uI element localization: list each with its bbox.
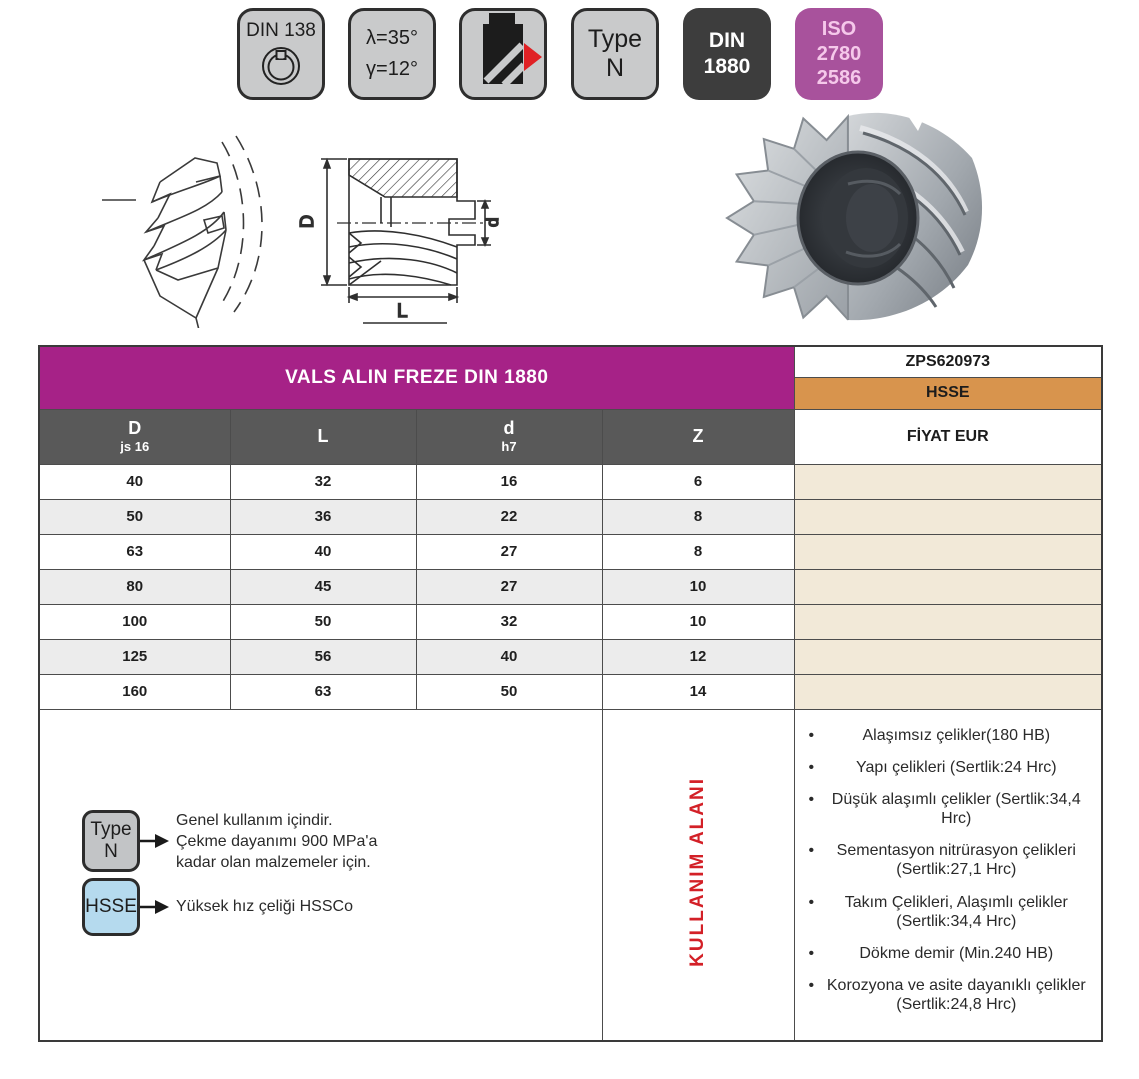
din-number-label: 1880	[703, 55, 751, 78]
cell-Z: 8	[601, 498, 795, 535]
bore-keyway-icon	[262, 47, 300, 85]
cell-D: 63	[38, 533, 231, 570]
table-row: 80 45 27 10	[38, 568, 1103, 605]
usage-area-label: KULLANIM ALANI	[687, 777, 709, 968]
cell-d: 50	[415, 673, 603, 710]
column-header-d: d h7	[415, 408, 603, 465]
column-header-D: D js 16	[38, 408, 231, 465]
table-row: 100 50 32 10	[38, 603, 1103, 640]
cell-L: 36	[229, 498, 417, 535]
cell-L: 63	[229, 673, 417, 710]
column-header-Z: Z	[601, 408, 795, 465]
type-label: Type	[587, 25, 643, 53]
iso-label: ISO	[821, 18, 857, 41]
cell-L: 56	[229, 638, 417, 675]
rake-angle-label: γ=12°	[366, 58, 418, 80]
type-n-badge: Type N	[82, 810, 140, 873]
legend-cell: Type N Genel kullanım içindir. Çekme day…	[38, 708, 603, 1042]
cell-D: 160	[38, 673, 231, 710]
dim-label-D: D	[297, 215, 317, 228]
list-item: Sementasyon nitrürasyon çelikleri (Sertl…	[809, 841, 1090, 879]
arrow-right-icon	[140, 899, 169, 914]
list-item: Alaşımsız çelikler(180 HB)	[809, 726, 1090, 745]
badge-din138-label: DIN 138	[246, 20, 316, 41]
badge-angles: λ=35° γ=12°	[348, 8, 436, 100]
list-item: Dökme demir (Min.240 HB)	[809, 944, 1090, 963]
applications-list: Alaşımsız çelikler(180 HB) Yapı çelikler…	[795, 710, 1102, 1015]
list-item: Korozyona ve asite dayanıklı çelikler (S…	[809, 976, 1090, 1014]
cell-d: 32	[415, 603, 603, 640]
badge-din138: DIN 138	[237, 8, 325, 100]
price-cell	[793, 673, 1103, 710]
table-row: 125 56 40 12	[38, 638, 1103, 675]
product-table: VALS ALIN FREZE DIN 1880 ZPS620973 HSSE …	[38, 345, 1104, 1042]
price-cell	[793, 638, 1103, 675]
cell-Z: 6	[601, 463, 795, 500]
dim-label-d: d	[483, 218, 502, 227]
cell-d: 16	[415, 463, 603, 500]
cell-L: 50	[229, 603, 417, 640]
table-row: 40 32 16 6	[38, 463, 1103, 500]
cell-D: 50	[38, 498, 231, 535]
list-item: Düşük alaşımlı çelikler (Sertlik:34,4 Hr…	[809, 790, 1090, 828]
cell-Z: 10	[601, 568, 795, 605]
cutter-sketch-drawing	[102, 135, 263, 328]
hsse-badge: HSSE	[82, 877, 140, 936]
product-code: ZPS620973	[793, 345, 1103, 378]
price-column-header: FİYAT EUR	[793, 408, 1103, 465]
milling-operation-icon	[483, 13, 542, 88]
price-cell	[793, 498, 1103, 535]
table-row: 160 63 50 14	[38, 673, 1103, 710]
table-row: 63 40 27 8	[38, 533, 1103, 570]
table-row: 50 36 22 8	[38, 498, 1103, 535]
list-item: Yapı çelikleri (Sertlik:24 Hrc)	[809, 758, 1090, 777]
cell-Z: 10	[601, 603, 795, 640]
cell-d: 27	[415, 533, 603, 570]
price-cell	[793, 463, 1103, 500]
badge-type-n: Type N	[571, 8, 659, 100]
list-item: Takım Çelikleri, Alaşımlı çelikler (Sert…	[809, 893, 1090, 931]
helix-angle-label: λ=35°	[366, 27, 418, 49]
cell-Z: 8	[601, 533, 795, 570]
arrow-right-icon	[140, 834, 169, 849]
price-cell	[793, 603, 1103, 640]
cutter-section-drawing: D d L	[296, 157, 503, 324]
cell-L: 40	[229, 533, 417, 570]
cell-d: 40	[415, 638, 603, 675]
material-badge: HSSE	[793, 376, 1103, 410]
cell-D: 40	[38, 463, 231, 500]
price-cell	[793, 533, 1103, 570]
cell-D: 100	[38, 603, 231, 640]
badge-din1880: DIN 1880	[683, 8, 771, 100]
product-photo	[725, 109, 983, 334]
dim-label-L: L	[397, 301, 408, 322]
type-n-description: Genel kullanım içindir. Çekme dayanımı 9…	[176, 811, 378, 871]
badge-milling-operation	[459, 8, 547, 100]
cell-d: 22	[415, 498, 603, 535]
iso-2780-label: 2780	[816, 42, 862, 65]
feed-arrow	[524, 43, 542, 71]
din-label: DIN	[708, 28, 746, 52]
badge-iso: ISO 2780 2586	[795, 8, 883, 100]
cell-D: 80	[38, 568, 231, 605]
cell-Z: 14	[601, 673, 795, 710]
cell-D: 125	[38, 638, 231, 675]
usage-area-cell: KULLANIM ALANI	[601, 708, 795, 1042]
cell-L: 32	[229, 463, 417, 500]
column-header-L: L	[229, 408, 417, 465]
cell-L: 45	[229, 568, 417, 605]
iso-2586-label: 2586	[816, 67, 862, 90]
hsse-description: Yüksek hız çeliği HSSCo	[176, 897, 353, 915]
cell-Z: 12	[601, 638, 795, 675]
cell-d: 27	[415, 568, 603, 605]
type-n-legend: Type N Genel kullanım içindir. Çekme day…	[82, 810, 377, 873]
hsse-legend: HSSE Yüksek hız çeliği HSSCo	[82, 877, 353, 936]
type-n-label: N	[605, 54, 625, 82]
price-cell	[793, 568, 1103, 605]
table-title: VALS ALIN FREZE DIN 1880	[38, 345, 795, 410]
applications-cell: Alaşımsız çelikler(180 HB) Yapı çelikler…	[793, 708, 1103, 1042]
